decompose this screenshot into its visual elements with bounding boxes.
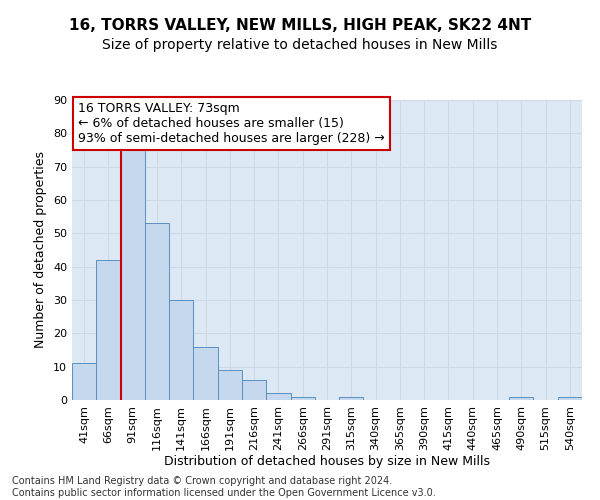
Bar — [242, 380, 266, 400]
Bar — [509, 396, 533, 400]
Bar — [290, 396, 315, 400]
Bar — [193, 346, 218, 400]
Bar — [558, 396, 582, 400]
Text: Contains HM Land Registry data © Crown copyright and database right 2024.
Contai: Contains HM Land Registry data © Crown c… — [12, 476, 436, 498]
Bar — [72, 364, 96, 400]
Bar — [145, 224, 169, 400]
Text: Size of property relative to detached houses in New Mills: Size of property relative to detached ho… — [103, 38, 497, 52]
Bar — [266, 394, 290, 400]
X-axis label: Distribution of detached houses by size in New Mills: Distribution of detached houses by size … — [164, 456, 490, 468]
Text: 16 TORRS VALLEY: 73sqm
← 6% of detached houses are smaller (15)
93% of semi-deta: 16 TORRS VALLEY: 73sqm ← 6% of detached … — [78, 102, 385, 144]
Y-axis label: Number of detached properties: Number of detached properties — [34, 152, 47, 348]
Bar — [121, 150, 145, 400]
Bar — [169, 300, 193, 400]
Bar — [218, 370, 242, 400]
Bar — [96, 260, 121, 400]
Bar — [339, 396, 364, 400]
Text: 16, TORRS VALLEY, NEW MILLS, HIGH PEAK, SK22 4NT: 16, TORRS VALLEY, NEW MILLS, HIGH PEAK, … — [69, 18, 531, 32]
